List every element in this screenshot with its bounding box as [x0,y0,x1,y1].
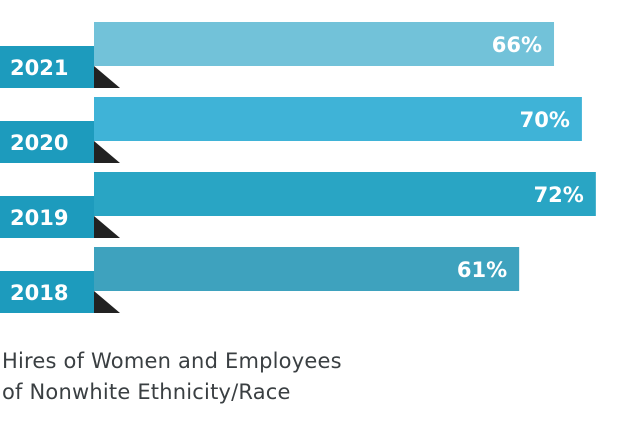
year-label-2019: 2019 [10,206,68,230]
bar-2019 [94,172,596,216]
bar-2020 [94,97,582,141]
year-label-2018: 2018 [10,281,68,305]
bar-group-2020: 2020 70% [0,97,582,163]
year-tag-2019 [0,196,94,238]
value-label-2021: 66% [492,33,542,57]
ribbon-fold-2018 [94,291,120,313]
bar-group-2018: 2018 61% [0,247,520,313]
chart-area: 2021 66% 2020 70% 2019 72% 2018 61% [0,22,596,313]
year-tag-2021 [0,46,94,88]
bar-group-2019: 2019 72% [0,172,596,238]
caption-line-2: of Nonwhite Ethnicity/Race [2,380,291,404]
year-label-2021: 2021 [10,56,68,80]
value-label-2019: 72% [534,183,584,207]
year-tag-2018 [0,271,94,313]
value-label-2018: 61% [457,258,507,282]
year-tag-2020 [0,121,94,163]
bar-2021 [94,22,555,66]
year-label-2020: 2020 [10,131,68,155]
chart-caption: Hires of Women and Employees of Nonwhite… [2,346,602,408]
bar-group-2021: 2021 66% [0,22,555,88]
bar-2018 [94,247,520,291]
value-label-2020: 70% [520,108,570,132]
caption-line-1: Hires of Women and Employees [2,349,342,373]
bar-chart: 2021 66% 2020 70% 2019 72% 2018 61% [0,22,596,313]
ribbon-fold-2020 [94,141,120,163]
ribbon-fold-2019 [94,216,120,238]
ribbon-fold-2021 [94,66,120,88]
